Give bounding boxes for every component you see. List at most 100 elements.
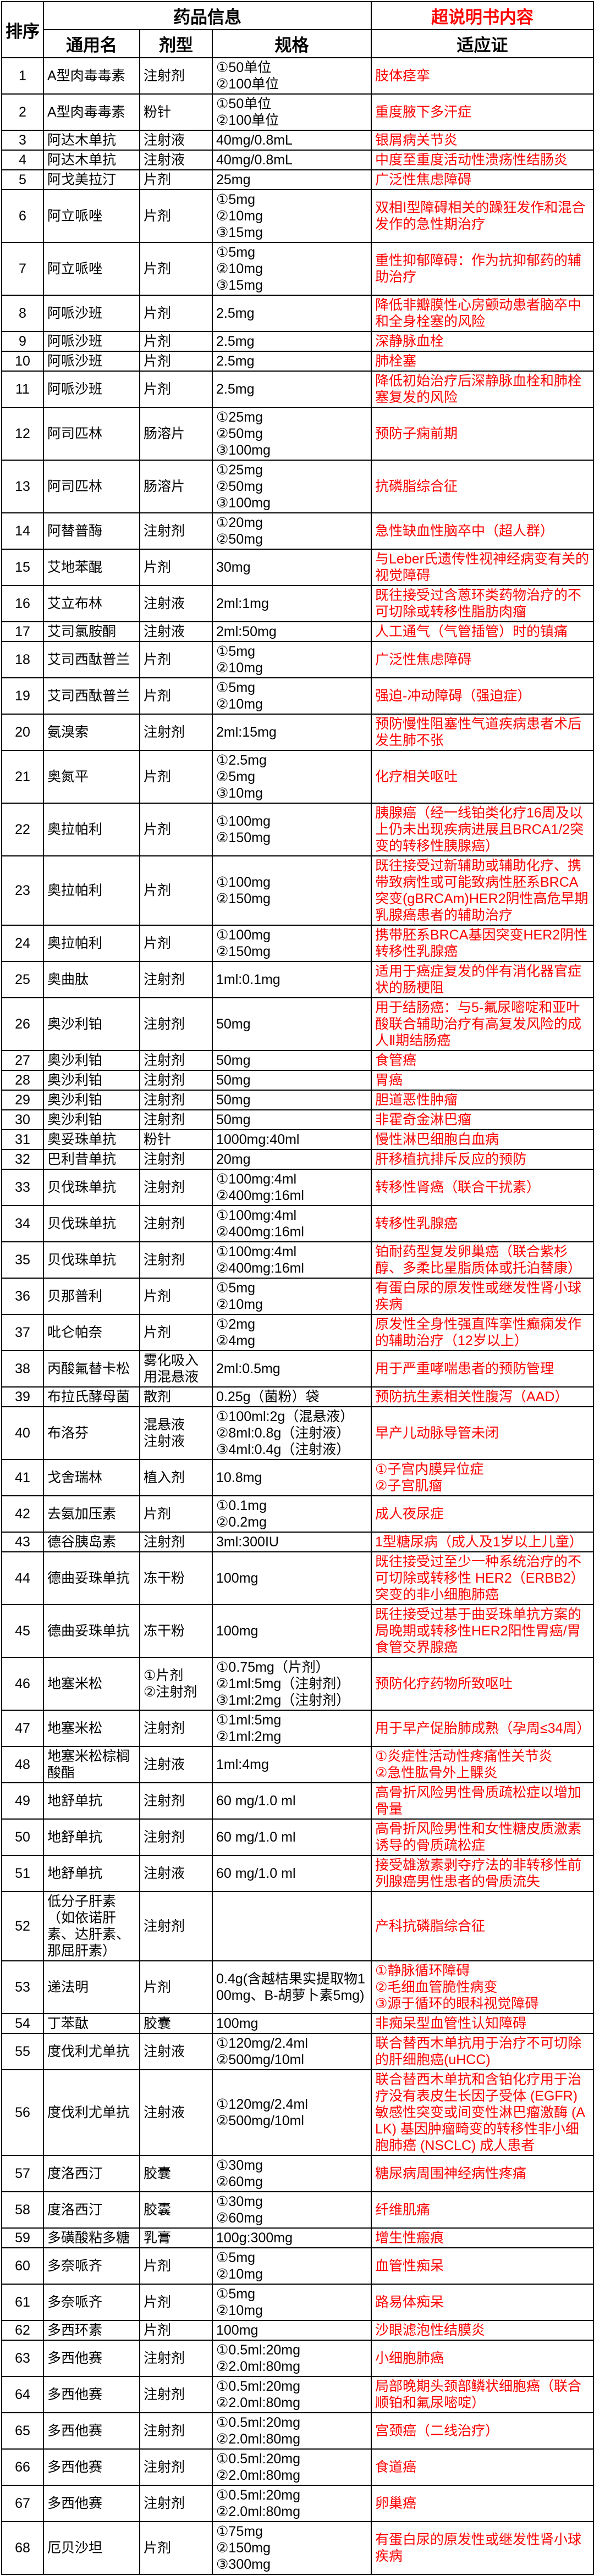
indication: 有蛋白尿的原发性或继发性肾小球疾病 xyxy=(371,2521,594,2575)
specification: ①5mg ②10mg ③15mg xyxy=(212,242,372,296)
specification: 3ml:300IU xyxy=(212,1532,372,1552)
table-row: 64 多西他赛 注射剂 ①0.5ml:20mg ②2.0ml:80mg 局部晚期头颈部鳞… xyxy=(1,2376,594,2413)
indication: 降低非瓣膜性心房颤动患者脑卒中和全身栓塞的风险 xyxy=(371,295,594,332)
indication: 高骨折风险男性骨质疏松症以增加骨量 xyxy=(371,1782,594,1820)
drug-name: 奥沙利铂 xyxy=(43,1090,140,1110)
indication: 用于早产促胎肺成熟（孕周≤34周） xyxy=(371,1710,594,1747)
row-number: 65 xyxy=(1,2412,44,2450)
specification: ①0.5ml:20mg ②2.0ml:80mg xyxy=(212,2412,372,2450)
specification: ①0.5ml:20mg ②2.0ml:80mg xyxy=(212,2448,372,2486)
table-row: 54 丁苯酞 胶囊 100mg 非痴呆型血管性认知障碍 xyxy=(1,2013,594,2034)
specification: 2.5mg xyxy=(212,371,372,408)
table-row: 68 厄贝沙坦 片剂 ①75mg ②150mg ③300mg 有蛋白尿的原发性或继发性肾… xyxy=(1,2521,594,2575)
drug-name: 德曲妥珠单抗 xyxy=(43,1551,140,1605)
indication: 高骨折风险男性和女性糖皮质激素诱导的骨质疏松症 xyxy=(371,1818,594,1856)
table-body: 1 A型肉毒毒素 注射剂 ①50单位 ②100单位 肢体痉挛 2 A型肉毒毒素 粉针 ①50单位… xyxy=(1,57,594,2575)
dosage-form: 片剂 xyxy=(139,803,213,856)
specification: ①25mg ②50mg ③100mg xyxy=(212,460,372,513)
dosage-form: 注射剂 xyxy=(139,1532,213,1552)
specification: 2.5mg xyxy=(212,351,372,372)
drug-name: 度伐利尤单抗 xyxy=(43,2033,140,2070)
table-row: 30 奥沙利铂 注射剂 50mg 非霍奇金淋巴瘤 xyxy=(1,1109,594,1130)
indication: 卵巢癌 xyxy=(371,2485,594,2522)
specification: ①50单位 ②100单位 xyxy=(212,93,372,131)
drug-name: 多磺酸粘多糖 xyxy=(43,2227,140,2248)
specification: 60 mg/1.0 ml xyxy=(212,1782,372,1820)
table-row: 37 吡仑帕奈 片剂 ①2mg ②4mg 原发性全身性强直阵挛性癫痫发作的辅助治疗（12… xyxy=(1,1314,594,1351)
drug-name: 阿达木单抗 xyxy=(43,150,140,170)
indication: 增生性瘢痕 xyxy=(371,2227,594,2248)
dosage-form: 片剂 xyxy=(139,371,213,408)
specification: 50mg xyxy=(212,1090,372,1110)
specification: ①1ml:5mg ②1ml:2mg xyxy=(212,1710,372,1747)
drug-name: A型肉毒毒素 xyxy=(43,93,140,131)
dosage-form: 片剂 xyxy=(139,1314,213,1351)
indication: 肺栓塞 xyxy=(371,351,594,372)
table-row: 38 丙酸氟替卡松 雾化吸入用混悬液 2ml:0.5mg 用于严重哮喘患者的预防管理 xyxy=(1,1350,594,1387)
specification: ①100mg:4ml ②400mg:16ml xyxy=(212,1169,372,1206)
indication: 1型糖尿病（成人及1岁以上儿童） xyxy=(371,1532,594,1552)
row-number: 59 xyxy=(1,2227,44,2248)
drug-name: 厄贝沙坦 xyxy=(43,2521,140,2575)
row-number: 40 xyxy=(1,1406,44,1460)
row-number: 21 xyxy=(1,750,44,804)
header-offlabel-content: 超说明书内容 xyxy=(371,1,594,30)
dosage-form: 注射液 xyxy=(139,621,213,642)
drug-name: 奥曲肽 xyxy=(43,961,140,998)
indication: 联合替西木单抗用于治疗不可切除的肝细胞癌(uHCC) xyxy=(371,2033,594,2070)
indication: 沙眼滤泡性结膜炎 xyxy=(371,2320,594,2341)
drug-name: 阿立哌唑 xyxy=(43,242,140,296)
dosage-form: 片剂 xyxy=(139,855,213,926)
dosage-form: 片剂 xyxy=(139,549,213,586)
dosage-form: 注射剂 xyxy=(139,2485,213,2522)
table-header: 排序 药品信息 超说明书内容 通用名 剂型 规格 适应证 xyxy=(1,1,594,58)
dosage-form: 注射剂 xyxy=(139,57,213,95)
specification: 30mg xyxy=(212,549,372,586)
specification: ①30mg ②60mg xyxy=(212,2191,372,2229)
indication: 糖尿病周围神经病性疼痛 xyxy=(371,2155,594,2192)
dosage-form: 片剂 xyxy=(139,641,213,678)
indication: 食管癌 xyxy=(371,1050,594,1071)
row-number: 54 xyxy=(1,2013,44,2034)
row-number: 20 xyxy=(1,714,44,751)
dosage-form: 乳膏 xyxy=(139,2227,213,2248)
table-row: 8 阿哌沙班 片剂 2.5mg 降低非瓣膜性心房颤动患者脑卒中和全身栓塞的风险 xyxy=(1,295,594,332)
specification: 60 mg/1.0 ml xyxy=(212,1855,372,1892)
specification: ①5mg ②10mg ③15mg xyxy=(212,189,372,243)
specification: ①25mg ②50mg ③100mg xyxy=(212,407,372,461)
table-row: 28 奥沙利铂 注射剂 50mg 胃癌 xyxy=(1,1070,594,1091)
header-generic-name: 通用名 xyxy=(43,29,140,58)
specification: 1ml:0.1mg xyxy=(212,961,372,998)
row-number: 57 xyxy=(1,2155,44,2192)
table-row: 50 地舒单抗 注射剂 60 mg/1.0 ml 高骨折风险男性和女性糖皮质激素诱导的骨… xyxy=(1,1818,594,1856)
indication: 既往接受过含蒽环类药物治疗的不可切除或转移性脂肪肉瘤 xyxy=(371,585,594,622)
drug-name: 递法明 xyxy=(43,1960,140,2014)
specification: 50mg xyxy=(212,1109,372,1130)
specification: ①5mg ②10mg xyxy=(212,641,372,678)
dosage-form: 注射剂 xyxy=(139,1149,213,1170)
specification: 10.8mg xyxy=(212,1459,372,1496)
dosage-form: 片剂 xyxy=(139,295,213,332)
drug-name: 德谷胰岛素 xyxy=(43,1532,140,1552)
dosage-form: 注射剂 xyxy=(139,1818,213,1856)
specification: ①50单位 ②100单位 xyxy=(212,57,372,95)
row-number: 51 xyxy=(1,1855,44,1892)
row-number: 24 xyxy=(1,925,44,962)
drug-name: 地舒单抗 xyxy=(43,1818,140,1856)
drug-name: 奥拉帕利 xyxy=(43,803,140,856)
table-row: 6 阿立哌唑 片剂 ①5mg ②10mg ③15mg 双相Ⅰ型障碍相关的躁狂发作和混合发… xyxy=(1,189,594,243)
table-row: 44 德曲妥珠单抗 冻干粉 100mg 既往接受过至少一种系统治疗的不可切除或转移性 H… xyxy=(1,1551,594,1605)
row-number: 30 xyxy=(1,1109,44,1130)
row-number: 36 xyxy=(1,1278,44,1315)
table-row: 9 阿哌沙班 片剂 2.5mg 深静脉血栓 xyxy=(1,331,594,352)
drug-name: 多西环素 xyxy=(43,2320,140,2341)
row-number: 5 xyxy=(1,169,44,190)
row-number: 48 xyxy=(1,1746,44,1783)
header-row-2: 通用名 剂型 规格 适应证 xyxy=(2,29,594,58)
dosage-form: 散剂 xyxy=(139,1386,213,1407)
table-row: 45 德曲妥珠单抗 冻干粉 100mg 既往接受过基于曲妥珠单抗方案的局晚期或转移性HE… xyxy=(1,1604,594,1658)
specification: ①5mg ②10mg xyxy=(212,2284,372,2321)
row-number: 55 xyxy=(1,2033,44,2070)
indication: 早产儿动脉导管未闭 xyxy=(371,1406,594,1460)
table-row: 14 阿替普酶 注射剂 ①20mg ②50mg 急性缺血性脑卒中（超人群） xyxy=(1,512,594,550)
